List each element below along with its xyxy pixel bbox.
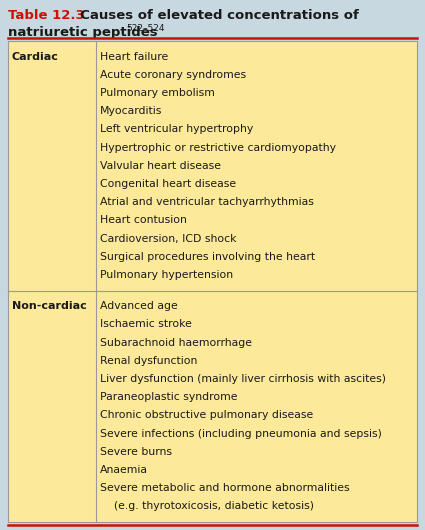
- Text: Pulmonary embolism: Pulmonary embolism: [100, 88, 215, 98]
- Text: Acute coronary syndromes: Acute coronary syndromes: [100, 70, 246, 80]
- Text: Subarachnoid haemorrhage: Subarachnoid haemorrhage: [100, 338, 252, 348]
- Text: Severe metabolic and hormone abnormalities: Severe metabolic and hormone abnormaliti…: [100, 483, 349, 493]
- Text: natriuretic peptides: natriuretic peptides: [8, 26, 158, 39]
- Text: Atrial and ventricular tachyarrhythmias: Atrial and ventricular tachyarrhythmias: [100, 197, 314, 207]
- Text: Cardioversion, ICD shock: Cardioversion, ICD shock: [100, 234, 236, 244]
- Text: Renal dysfunction: Renal dysfunction: [100, 356, 197, 366]
- Text: Non-cardiac: Non-cardiac: [12, 301, 87, 311]
- Text: Severe burns: Severe burns: [100, 447, 172, 457]
- Text: Anaemia: Anaemia: [100, 465, 148, 475]
- Text: Causes of elevated concentrations of: Causes of elevated concentrations of: [71, 9, 359, 22]
- Text: Cardiac: Cardiac: [12, 52, 59, 61]
- Text: Chronic obstructive pulmonary disease: Chronic obstructive pulmonary disease: [100, 410, 313, 420]
- Text: Heart failure: Heart failure: [100, 52, 168, 61]
- Text: Advanced age: Advanced age: [100, 301, 178, 311]
- Text: 522–524: 522–524: [126, 24, 164, 33]
- Text: Pulmonary hypertension: Pulmonary hypertension: [100, 270, 233, 280]
- Text: (e.g. thyrotoxicosis, diabetic ketosis): (e.g. thyrotoxicosis, diabetic ketosis): [100, 501, 314, 511]
- Text: Table 12.3: Table 12.3: [8, 9, 85, 22]
- Text: Heart contusion: Heart contusion: [100, 215, 187, 225]
- Text: Valvular heart disease: Valvular heart disease: [100, 161, 221, 171]
- Text: Liver dysfunction (mainly liver cirrhosis with ascites): Liver dysfunction (mainly liver cirrhosi…: [100, 374, 386, 384]
- Text: Surgical procedures involving the heart: Surgical procedures involving the heart: [100, 252, 315, 262]
- Text: Congenital heart disease: Congenital heart disease: [100, 179, 236, 189]
- Text: Myocarditis: Myocarditis: [100, 106, 162, 116]
- Text: Left ventricular hypertrophy: Left ventricular hypertrophy: [100, 125, 253, 135]
- Text: Hypertrophic or restrictive cardiomyopathy: Hypertrophic or restrictive cardiomyopat…: [100, 143, 336, 153]
- Text: Ischaemic stroke: Ischaemic stroke: [100, 320, 192, 330]
- Text: Severe infections (including pneumonia and sepsis): Severe infections (including pneumonia a…: [100, 429, 382, 439]
- Text: Paraneoplastic syndrome: Paraneoplastic syndrome: [100, 392, 238, 402]
